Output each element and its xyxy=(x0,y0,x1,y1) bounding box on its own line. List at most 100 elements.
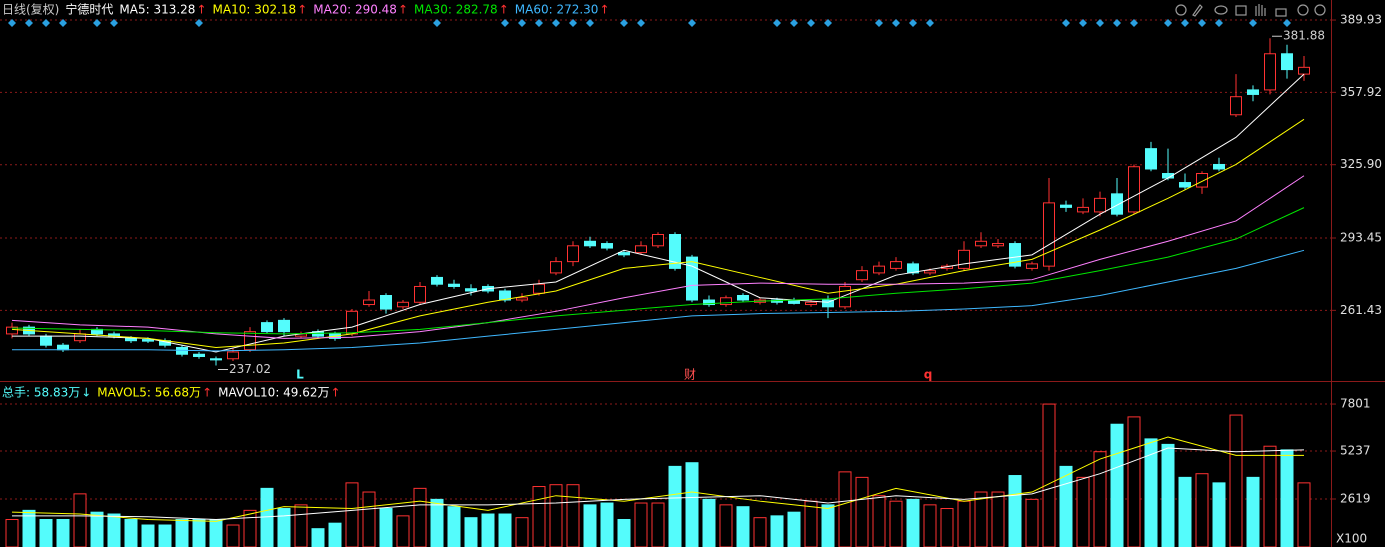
signal-diamond xyxy=(1079,19,1087,27)
volume-bar xyxy=(872,495,886,547)
candle-body xyxy=(1247,89,1259,95)
settings-icon[interactable] xyxy=(1175,4,1187,16)
volume-bar xyxy=(838,471,852,547)
signal-diamond xyxy=(1283,19,1291,27)
candle-body xyxy=(584,240,596,247)
volume-bar xyxy=(1110,423,1124,547)
volume-bar xyxy=(736,506,750,547)
candle-body xyxy=(856,270,868,281)
signal-diamond xyxy=(586,19,594,27)
signal-diamond xyxy=(110,19,118,27)
volume-bar xyxy=(1059,465,1073,547)
volume-bar xyxy=(107,513,121,547)
signal-diamond xyxy=(1130,19,1138,27)
volume-bar xyxy=(192,519,206,547)
candle-body xyxy=(1213,163,1225,170)
signal-diamond xyxy=(909,19,917,27)
volume-bar xyxy=(1195,473,1209,547)
volume-bar xyxy=(124,519,138,547)
signal-diamond xyxy=(773,19,781,27)
candle-body xyxy=(533,283,545,294)
volume-bar xyxy=(702,498,716,547)
legend-text: MA30: 282.78 xyxy=(414,3,498,17)
legend-text: MA60: 272.30 xyxy=(515,3,599,17)
volume-bar xyxy=(1144,438,1158,547)
ma-line xyxy=(11,175,1305,339)
volume-bar xyxy=(719,504,733,547)
volume-bar xyxy=(260,487,274,547)
signal-diamond xyxy=(807,19,815,27)
candle-body xyxy=(652,234,664,247)
draw-icon[interactable] xyxy=(1192,4,1203,17)
legend-text: 日线(复权) xyxy=(2,3,59,17)
candle-body xyxy=(380,295,392,310)
volume-bar xyxy=(56,519,70,547)
signal-diamond xyxy=(926,19,934,27)
volume-bar xyxy=(1263,445,1277,547)
legend-text: ↑ xyxy=(398,3,408,17)
volume-bar xyxy=(600,502,614,547)
volume-bar xyxy=(22,509,36,547)
legend-text: MAVOL10: 49.62万 xyxy=(218,386,329,400)
candle-body xyxy=(992,243,1004,247)
y-tick-label: 357.92 xyxy=(1340,85,1382,99)
volume-bar xyxy=(889,500,903,547)
signal-diamond xyxy=(688,19,696,27)
view-icon[interactable] xyxy=(1214,5,1228,15)
legend-text: MA10: 302.18 xyxy=(213,3,297,17)
candle-body xyxy=(958,249,970,269)
y-tick-label: 325.90 xyxy=(1340,157,1382,171)
legend-text: MA5: 313.28 xyxy=(119,3,195,17)
volume-bar xyxy=(1297,482,1311,547)
signal-diamond xyxy=(1215,19,1223,27)
signal-diamond xyxy=(25,19,33,27)
signal-diamond xyxy=(1181,19,1189,27)
candle-body xyxy=(1026,263,1038,269)
volume-bar xyxy=(651,502,665,547)
candle-body xyxy=(1230,96,1242,116)
volume-bar xyxy=(617,519,631,547)
lock-icon[interactable] xyxy=(1275,8,1287,17)
candle-body xyxy=(516,297,528,301)
candle-body xyxy=(635,245,647,254)
signal-diamond xyxy=(42,19,50,27)
event-marker: 财 xyxy=(684,368,696,382)
annotation-label: 381.88 xyxy=(1283,29,1325,43)
candle-body xyxy=(550,261,562,274)
volume-bar xyxy=(991,491,1005,547)
candle-body xyxy=(261,322,273,333)
candle-body xyxy=(244,331,256,351)
volume-bar xyxy=(1161,443,1175,547)
signal-diamond xyxy=(790,19,798,27)
volume-bar xyxy=(1008,475,1022,547)
hand-icon[interactable] xyxy=(1255,4,1266,16)
ma-line xyxy=(11,118,1305,348)
volume-bar xyxy=(396,515,410,547)
volume-bar xyxy=(549,484,563,547)
volume-bar xyxy=(532,486,546,547)
legend-text: ↑ xyxy=(599,3,609,17)
candle-body xyxy=(567,245,579,263)
volume-bar xyxy=(566,484,580,547)
box-icon[interactable] xyxy=(1235,5,1247,16)
volume-bar xyxy=(1127,416,1141,547)
volume-bar xyxy=(209,519,223,547)
zoom-out-icon[interactable] xyxy=(1314,4,1326,16)
candle-body xyxy=(6,326,18,335)
volume-bar xyxy=(770,515,784,547)
volume-bar xyxy=(481,513,495,547)
signal-diamond xyxy=(552,19,560,27)
signal-diamond xyxy=(195,19,203,27)
candle-body xyxy=(414,285,426,303)
volume-bar xyxy=(787,511,801,547)
volume-bar xyxy=(1212,482,1226,547)
signal-diamond xyxy=(8,19,16,27)
candle-body xyxy=(703,299,715,306)
legend-text: ↑ xyxy=(331,386,341,400)
candle-body xyxy=(907,263,919,274)
candle-body xyxy=(1043,202,1055,267)
ma-line xyxy=(12,447,1305,521)
volume-bar xyxy=(175,519,189,547)
zoom-in-icon[interactable] xyxy=(1297,4,1309,16)
signal-diamond xyxy=(824,19,832,27)
